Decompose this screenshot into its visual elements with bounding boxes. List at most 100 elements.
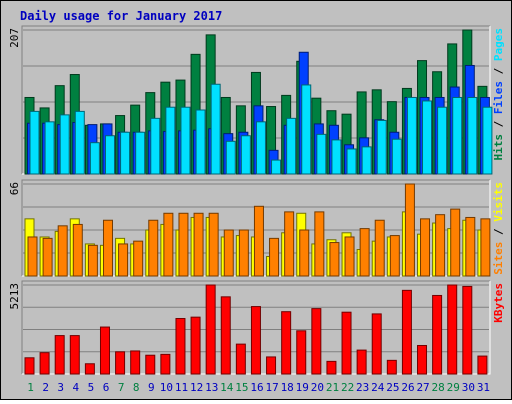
day-label-4: 4 — [73, 381, 80, 394]
max-label-hits-files-pages: 207 — [8, 28, 21, 48]
bar-sites-13 — [208, 212, 219, 277]
bar-kbytes-12 — [190, 316, 201, 375]
bar-pages-22 — [346, 148, 357, 175]
day-label-19: 19 — [296, 381, 309, 394]
day-label-28: 28 — [432, 381, 445, 394]
bar-kbytes-20 — [311, 308, 322, 375]
bar-pages-19 — [301, 84, 312, 175]
legend-separator: / — [492, 61, 505, 81]
bar-kbytes-24 — [371, 313, 382, 375]
day-label-1: 1 — [27, 381, 34, 394]
bar-kbytes-16 — [250, 306, 261, 375]
bar-pages-18 — [286, 117, 297, 175]
bar-kbytes-6 — [99, 326, 110, 375]
bar-kbytes-30 — [462, 285, 473, 375]
legend-item-files: Files — [492, 81, 505, 114]
bar-pages-23 — [361, 146, 372, 175]
bar-kbytes-10 — [160, 353, 171, 375]
bar-pages-17 — [271, 159, 282, 175]
bar-sites-17 — [269, 237, 280, 277]
panel-shadow-visits-sites — [21, 179, 490, 276]
bar-kbytes-2 — [39, 352, 50, 375]
bar-pages-21 — [331, 139, 342, 175]
day-label-3: 3 — [57, 381, 64, 394]
bar-pages-10 — [165, 106, 176, 175]
bar-kbytes-19 — [296, 330, 307, 375]
day-label-9: 9 — [148, 381, 155, 394]
bar-sites-3 — [57, 225, 68, 277]
day-label-26: 26 — [401, 381, 414, 394]
bar-pages-24 — [376, 119, 387, 175]
day-label-27: 27 — [416, 381, 429, 394]
bar-kbytes-22 — [341, 311, 352, 375]
bar-pages-15 — [240, 135, 251, 175]
bar-kbytes-13 — [205, 284, 216, 375]
legend-separator: / — [492, 114, 505, 134]
bar-kbytes-11 — [175, 318, 186, 375]
legend-item-pages: Pages — [492, 28, 505, 61]
bar-pages-30 — [467, 96, 478, 175]
day-label-15: 15 — [235, 381, 248, 394]
bar-kbytes-27 — [417, 344, 428, 375]
bar-sites-23 — [359, 228, 370, 277]
bar-sites-4 — [72, 223, 83, 277]
day-label-29: 29 — [447, 381, 460, 394]
bar-pages-26 — [406, 96, 417, 175]
bar-kbytes-18 — [281, 311, 292, 375]
bar-kbytes-3 — [54, 335, 65, 375]
bar-pages-12 — [195, 109, 206, 175]
day-label-24: 24 — [371, 381, 385, 394]
bar-kbytes-23 — [356, 349, 367, 375]
legend-visits-sites: Sites / Visits — [492, 182, 505, 275]
day-label-6: 6 — [103, 381, 110, 394]
bar-kbytes-26 — [401, 289, 412, 375]
day-label-30: 30 — [462, 381, 475, 394]
legend-item-visits: Visits — [492, 182, 505, 222]
bar-pages-8 — [135, 131, 146, 175]
day-label-18: 18 — [281, 381, 294, 394]
day-label-23: 23 — [356, 381, 369, 394]
bar-pages-20 — [316, 133, 327, 175]
bar-kbytes-29 — [447, 284, 458, 375]
bar-sites-27 — [420, 218, 431, 277]
day-label-16: 16 — [250, 381, 263, 394]
day-label-14: 14 — [220, 381, 234, 394]
panel-shadow-hits-files-pages — [21, 25, 490, 174]
day-label-25: 25 — [386, 381, 399, 394]
bar-sites-14 — [223, 229, 234, 277]
bar-kbytes-17 — [266, 356, 277, 375]
bar-sites-20 — [314, 211, 325, 277]
day-label-22: 22 — [341, 381, 354, 394]
chart-title: Daily usage for January 2017 — [20, 9, 222, 23]
panel-shadow-kbytes — [21, 280, 490, 374]
bar-sites-9 — [148, 219, 159, 277]
day-label-17: 17 — [265, 381, 278, 394]
bar-sites-30 — [465, 216, 476, 277]
bar-pages-5 — [89, 142, 100, 175]
bar-pages-28 — [437, 106, 448, 175]
bar-pages-2 — [44, 121, 55, 175]
legend-item-sites: Sites — [492, 242, 505, 275]
day-label-8: 8 — [133, 381, 140, 394]
bar-kbytes-14 — [220, 296, 231, 375]
bar-pages-27 — [422, 100, 433, 175]
bar-sites-19 — [299, 229, 310, 277]
bar-sites-5 — [87, 244, 98, 277]
bar-kbytes-5 — [84, 363, 95, 375]
bar-pages-25 — [391, 138, 402, 175]
legend-item-hits: Hits — [492, 134, 505, 161]
bar-pages-1 — [29, 110, 40, 175]
day-label-5: 5 — [88, 381, 95, 394]
bar-sites-18 — [284, 211, 295, 277]
day-label-20: 20 — [311, 381, 324, 394]
legend-item-kbytes: KBytes — [492, 283, 505, 323]
bar-kbytes-15 — [235, 343, 246, 375]
day-label-7: 7 — [118, 381, 125, 394]
bar-kbytes-1 — [24, 357, 35, 375]
bar-pages-9 — [150, 117, 161, 175]
bar-sites-28 — [435, 214, 446, 277]
legend-hits-files-pages: Hits / Files / Pages — [492, 28, 505, 161]
bar-sites-7 — [118, 243, 129, 277]
